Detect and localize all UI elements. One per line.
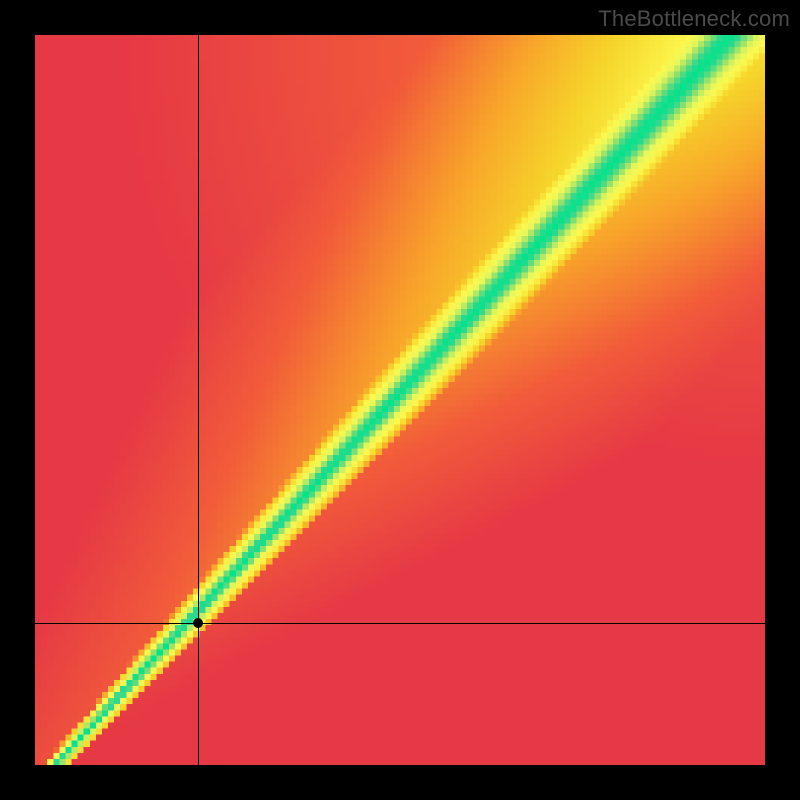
watermark-text: TheBottleneck.com <box>598 6 790 32</box>
plot-area <box>35 35 765 765</box>
heatmap-canvas <box>35 35 765 765</box>
